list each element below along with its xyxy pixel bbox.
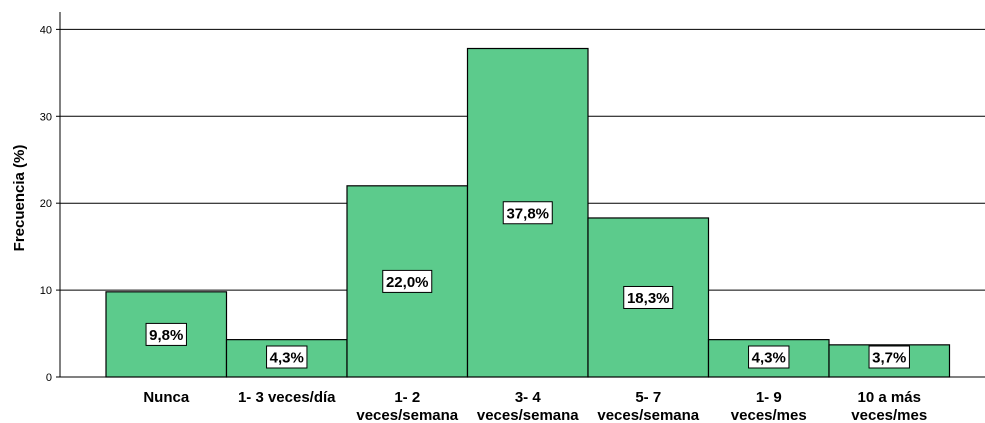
y-tick-label: 40 bbox=[40, 24, 52, 36]
data-label-box bbox=[868, 345, 910, 369]
data-label: 18,3% bbox=[627, 290, 670, 307]
x-tick-label: Nunca bbox=[143, 389, 190, 406]
data-label-box bbox=[748, 345, 790, 369]
data-label: 3,7% bbox=[872, 350, 906, 367]
x-tick-label: 10 a más bbox=[858, 389, 921, 406]
data-label: 4,3% bbox=[270, 350, 304, 367]
x-tick-label: veces/mes bbox=[731, 407, 807, 423]
y-tick-label: 0 bbox=[46, 372, 52, 384]
y-axis-label: Frecuencia (%) bbox=[11, 145, 28, 252]
data-label-box bbox=[502, 201, 553, 225]
y-tick-label: 30 bbox=[40, 111, 52, 123]
x-tick-label: 1- 2 bbox=[394, 389, 420, 406]
x-tick-label: veces/semana bbox=[597, 407, 699, 423]
data-label-box bbox=[145, 322, 187, 346]
data-label-box bbox=[623, 285, 674, 309]
x-tick-label: veces/mes bbox=[851, 407, 927, 423]
x-tick-label: veces/semana bbox=[356, 407, 458, 423]
y-tick-label: 10 bbox=[40, 285, 52, 297]
x-tick-label: veces/semana bbox=[477, 407, 579, 423]
y-tick-label: 20 bbox=[40, 198, 52, 210]
x-tick-label: 1- 9 bbox=[756, 389, 782, 406]
x-tick-label: 1- 3 veces/día bbox=[238, 389, 336, 406]
data-label-box bbox=[382, 269, 433, 293]
data-label: 37,8% bbox=[506, 205, 549, 222]
data-label: 22,0% bbox=[386, 274, 429, 291]
x-tick-label: 5- 7 bbox=[635, 389, 661, 406]
data-label-box bbox=[266, 345, 308, 369]
data-label: 4,3% bbox=[752, 350, 786, 367]
x-tick-label: 3- 4 bbox=[515, 389, 542, 406]
data-label: 9,8% bbox=[149, 327, 183, 344]
